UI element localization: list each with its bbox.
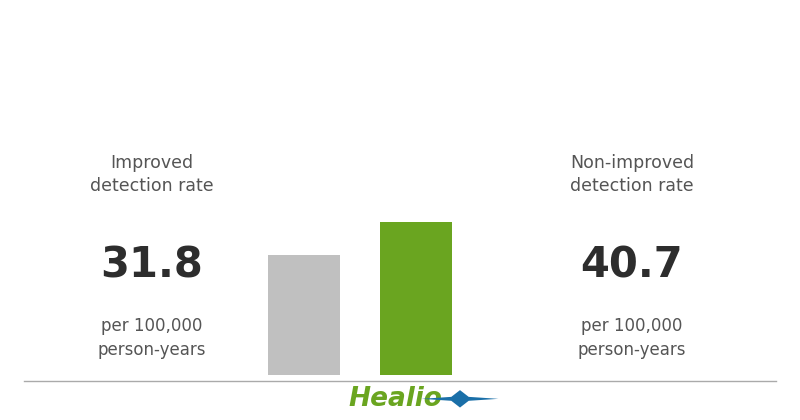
Polygon shape	[422, 390, 498, 407]
Text: per 100,000
person-years: per 100,000 person-years	[578, 317, 686, 359]
Text: 40.7: 40.7	[581, 244, 683, 286]
Text: per 100,000
person-years: per 100,000 person-years	[98, 317, 206, 359]
Text: Non-improved
detection rate: Non-improved detection rate	[570, 154, 694, 195]
Text: Improved
detection rate: Improved detection rate	[90, 154, 214, 195]
Bar	[268, 255, 340, 375]
Bar	[380, 222, 452, 375]
Text: 31.8: 31.8	[101, 244, 203, 286]
Text: Healio: Healio	[348, 386, 442, 412]
Text: Post-colonoscopy CRC among those with
lower baseline adenoma detection rate:: Post-colonoscopy CRC among those with lo…	[161, 32, 639, 81]
